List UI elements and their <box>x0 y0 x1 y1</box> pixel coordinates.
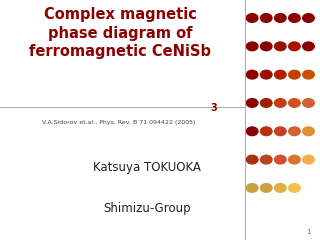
Circle shape <box>275 70 286 79</box>
Text: V.A.Sidorov et.al., Phys. Rev. B 71 094422 (2005): V.A.Sidorov et.al., Phys. Rev. B 71 0944… <box>42 120 195 125</box>
Text: Complex magnetic
phase diagram of
ferromagnetic CeNiSb: Complex magnetic phase diagram of ferrom… <box>29 7 211 60</box>
Circle shape <box>303 127 314 136</box>
Text: Katsuya TOKUOKA: Katsuya TOKUOKA <box>93 161 201 174</box>
Circle shape <box>260 155 272 164</box>
Circle shape <box>246 14 258 22</box>
Circle shape <box>260 99 272 107</box>
Circle shape <box>303 14 314 22</box>
Text: 3: 3 <box>211 103 217 113</box>
Text: Shimizu-Group: Shimizu-Group <box>103 202 191 215</box>
Circle shape <box>303 70 314 79</box>
Circle shape <box>289 184 300 192</box>
Circle shape <box>289 99 300 107</box>
Circle shape <box>275 155 286 164</box>
Circle shape <box>260 14 272 22</box>
Circle shape <box>260 42 272 51</box>
Circle shape <box>275 127 286 136</box>
Circle shape <box>289 127 300 136</box>
Circle shape <box>246 99 258 107</box>
Circle shape <box>303 155 314 164</box>
Circle shape <box>246 127 258 136</box>
Circle shape <box>260 127 272 136</box>
Circle shape <box>246 42 258 51</box>
Circle shape <box>303 99 314 107</box>
Circle shape <box>260 184 272 192</box>
Circle shape <box>289 14 300 22</box>
Circle shape <box>246 155 258 164</box>
Circle shape <box>246 70 258 79</box>
Circle shape <box>275 14 286 22</box>
Circle shape <box>275 184 286 192</box>
Circle shape <box>289 42 300 51</box>
Circle shape <box>289 155 300 164</box>
Circle shape <box>260 70 272 79</box>
Circle shape <box>303 42 314 51</box>
Text: 1: 1 <box>306 229 310 235</box>
Circle shape <box>289 70 300 79</box>
Circle shape <box>246 184 258 192</box>
Circle shape <box>275 42 286 51</box>
Circle shape <box>275 99 286 107</box>
